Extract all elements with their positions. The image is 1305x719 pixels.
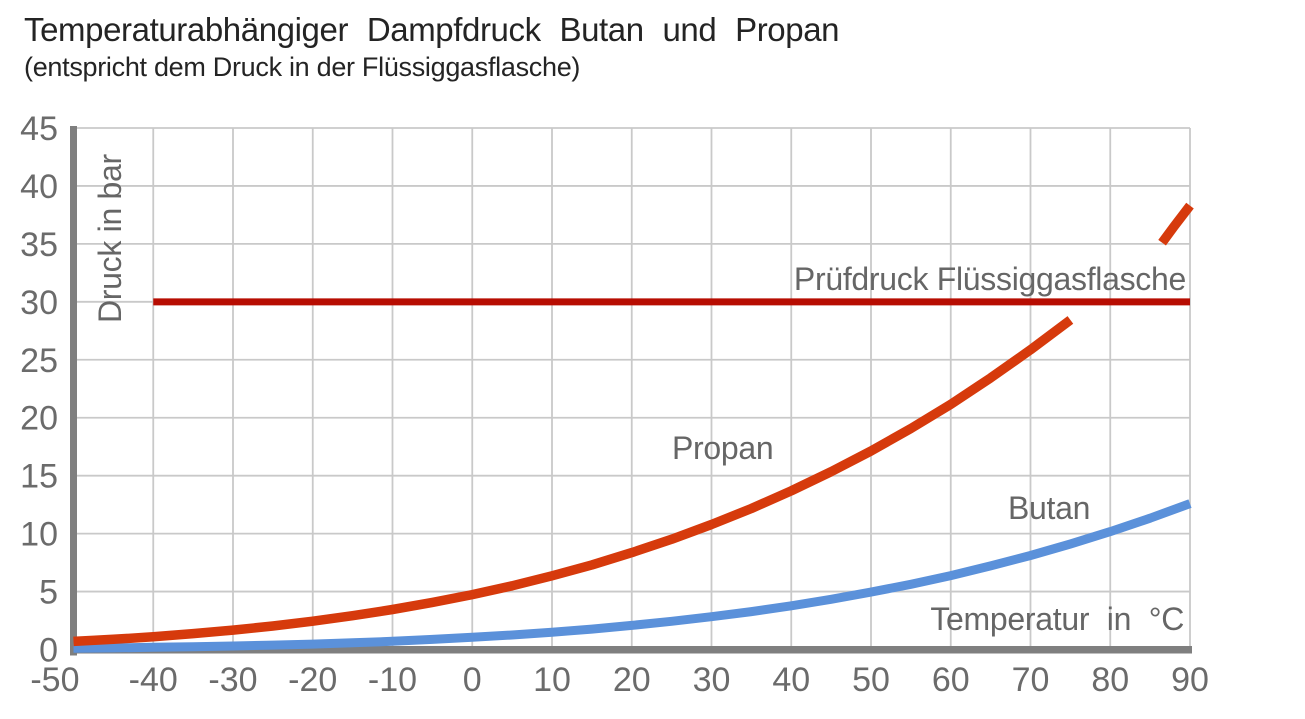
x-tick-label: 10 xyxy=(533,661,571,699)
x-tick-label: 60 xyxy=(932,661,970,699)
series-label-propan: Propan xyxy=(672,430,773,466)
x-tick-label: 80 xyxy=(1091,661,1129,699)
x-tick-label: 40 xyxy=(772,661,810,699)
chart-subtitle: (entspricht dem Druck in der Flüssiggasf… xyxy=(24,52,581,83)
x-tick-label: 0 xyxy=(463,661,482,699)
y-tick-label: 0 xyxy=(39,632,58,670)
y-tick-label: 45 xyxy=(20,110,58,148)
y-tick-label: 10 xyxy=(20,516,58,554)
tick-labels: 0 5 10 15 20 25 30 35 40 45 -50 -40 -30 -20 -10 0 10 20 30… xyxy=(20,110,1209,699)
x-tick-label: 90 xyxy=(1171,661,1209,699)
x-tick-label: 20 xyxy=(613,661,651,699)
series-label-butan: Butan xyxy=(1008,490,1090,526)
x-tick-label: -50 xyxy=(30,661,79,699)
gridlines xyxy=(77,127,1191,647)
x-tick-label: 50 xyxy=(852,661,890,699)
y-axis-line xyxy=(70,126,77,656)
y-tick-label: 5 xyxy=(39,574,58,612)
y-axis-title: Druck in bar xyxy=(92,153,128,323)
y-tick-label: 25 xyxy=(20,342,58,380)
reference-line-label: Prüfdruck Flüssiggasflasche xyxy=(794,261,1186,297)
x-axis-title: Temperatur in °C xyxy=(930,601,1184,637)
y-tick-label: 15 xyxy=(20,458,58,496)
x-tick-label: 70 xyxy=(1012,661,1050,699)
y-tick-label: 30 xyxy=(20,284,58,322)
y-tick-label: 40 xyxy=(20,168,58,206)
y-tick-label: 20 xyxy=(20,400,58,438)
x-tick-label: -30 xyxy=(208,661,257,699)
chart-title: Temperaturabhängiger Dampfdruck Butan un… xyxy=(24,11,840,48)
curve-butan xyxy=(73,499,1192,653)
data-series xyxy=(73,202,1194,653)
x-tick-label: -40 xyxy=(129,661,178,699)
x-tick-label: -10 xyxy=(368,661,417,699)
x-tick-label: -20 xyxy=(288,661,337,699)
axes xyxy=(70,126,1192,656)
y-tick-label: 35 xyxy=(20,226,58,264)
x-axis-line xyxy=(70,646,1192,654)
curve-propan xyxy=(1158,202,1194,246)
curve-propan xyxy=(73,316,1074,647)
x-tick-label: 30 xyxy=(693,661,731,699)
chart-header: Temperaturabhängiger Dampfdruck Butan un… xyxy=(24,11,840,83)
